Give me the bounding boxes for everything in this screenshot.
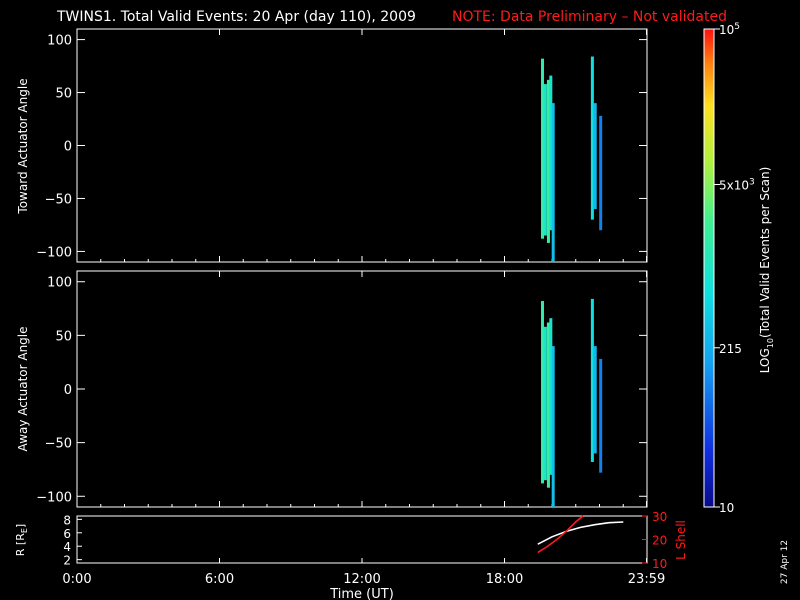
x-tick-label: 0:00 — [62, 572, 91, 587]
toward-event-strip — [541, 58, 544, 239]
preliminary-note: NOTE: Data Preliminary – Not validated — [452, 9, 727, 25]
away-event-strip — [541, 301, 544, 484]
away-event-strip — [593, 346, 597, 454]
toward-event-strip — [590, 56, 594, 220]
lshell-ytick-label: 20 — [652, 534, 667, 548]
away-ytick-label: −100 — [36, 490, 72, 505]
lshell-line — [537, 515, 584, 554]
orbit-ytick-label: 8 — [63, 513, 71, 527]
toward-ylabel: Toward Actuator Angle — [16, 78, 30, 214]
lshell-ylabel: L Shell — [674, 520, 688, 560]
colorbar-tick-label: 5x103 — [719, 177, 755, 192]
colorbar-tick-label: 105 — [719, 22, 740, 37]
date-stamp: 27 Apr 12 — [780, 540, 790, 584]
toward-ytick-label: −50 — [45, 192, 72, 207]
away-event-strip — [599, 358, 603, 473]
lshell-ytick-label: 10 — [652, 557, 667, 571]
toward-ytick-label: 0 — [64, 140, 72, 155]
away-ytick-label: 0 — [64, 383, 72, 398]
figure-title: TWINS1. Total Valid Events: 20 Apr (day … — [56, 9, 416, 25]
colorbar-label: LOG10(Total Valid Events per Scan) — [758, 167, 775, 374]
toward-event-strip — [551, 103, 555, 263]
colorbar-tick-label: 10 — [719, 501, 734, 515]
lshell-ytick-label: 30 — [652, 510, 667, 524]
toward-ytick-label: 50 — [55, 87, 72, 102]
x-tick-label: 6:00 — [205, 572, 234, 587]
orbit-ylabel: R [RE] — [14, 524, 29, 556]
toward-event-strip — [549, 75, 553, 231]
toward-panel: 100 50 0 −50 −100 — [36, 29, 648, 263]
x-tick-label: 18:00 — [486, 572, 523, 587]
away-ytick-label: 100 — [47, 276, 72, 291]
away-event-strip — [549, 318, 553, 475]
colorbar — [703, 28, 715, 508]
toward-event-strip — [599, 115, 603, 231]
toward-event-strip — [546, 79, 550, 243]
away-event-strip — [551, 346, 555, 507]
orbit-ytick-label: 6 — [63, 527, 71, 541]
orbit-panel-frame — [76, 515, 648, 564]
away-event-strip — [590, 298, 594, 462]
toward-event-strip — [543, 84, 547, 236]
toward-ytick-label: 100 — [47, 34, 72, 49]
toward-event-strip — [593, 103, 597, 210]
toward-ytick-label: −100 — [36, 245, 72, 260]
x-tick-label: 23:59 — [628, 572, 665, 587]
x-tick-label: 12:00 — [343, 572, 380, 587]
away-panel: 100 50 0 −50 −100 — [36, 271, 648, 507]
away-ytick-label: −50 — [45, 437, 72, 452]
time-xlabel: Time (UT) — [329, 587, 394, 600]
radius-line — [537, 521, 624, 545]
colorbar-tick-label: 215 — [719, 342, 742, 356]
orbit-ytick-label: 4 — [63, 540, 71, 554]
away-event-strip — [543, 326, 547, 481]
away-ytick-label: 50 — [55, 329, 72, 344]
away-event-strip — [546, 322, 550, 488]
orbit-ytick-label: 2 — [63, 554, 71, 568]
colorbar-ticks: 10 215 5x103 105 — [714, 22, 755, 515]
away-panel-frame — [76, 270, 648, 508]
away-ylabel: Away Actuator Angle — [16, 326, 30, 451]
toward-panel-frame — [76, 28, 648, 263]
